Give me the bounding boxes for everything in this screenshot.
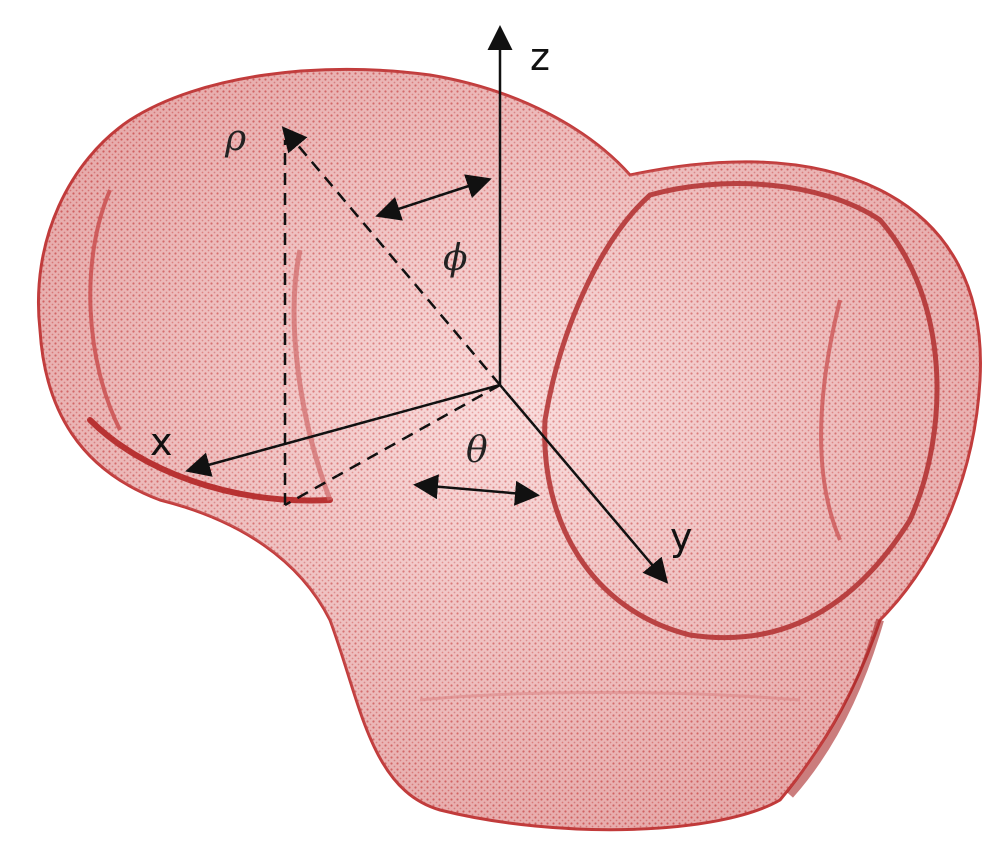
- left-condyle-inner: [88, 189, 122, 431]
- notch-ridge: [291, 249, 333, 501]
- z-label: z: [530, 35, 550, 79]
- phi-label: ϕ: [443, 238, 468, 279]
- rho-projection-base: [284, 383, 501, 507]
- x-label: x: [150, 420, 173, 464]
- right-condyle-inner: [819, 299, 842, 541]
- y-label: y: [670, 515, 693, 559]
- x-axis: [185, 383, 501, 477]
- left-condyle-rim: [87, 417, 333, 504]
- phi-arc-arrow: [375, 174, 492, 221]
- theta-arc-arrow: [413, 474, 540, 506]
- right-condyle-rim: [542, 181, 940, 641]
- y-axis: [499, 384, 669, 584]
- rho-vector: [281, 126, 501, 386]
- bone-shading: [38, 69, 981, 830]
- bone-shape: [37, 67, 982, 832]
- shaft-shade-right: [787, 618, 884, 798]
- theta-label: θ: [466, 430, 488, 471]
- rho-label: ρ: [224, 118, 246, 159]
- shaft-edge: [419, 691, 801, 702]
- coordinate-system: [185, 25, 669, 584]
